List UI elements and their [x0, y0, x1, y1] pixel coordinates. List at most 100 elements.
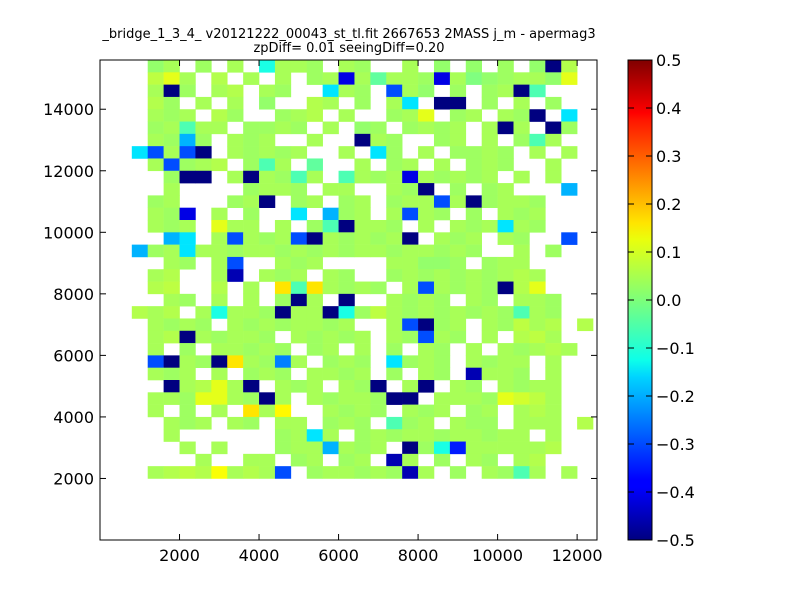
heatmap-cell — [497, 281, 514, 295]
heatmap-cell — [386, 429, 403, 442]
heatmap-cell — [179, 133, 196, 147]
heatmap-cell — [370, 404, 387, 418]
heatmap-cell — [481, 306, 498, 319]
chart-subtitle: zpDiff= 0.01 seeingDiff=0.20 — [253, 41, 444, 56]
heatmap-cell — [163, 96, 180, 110]
heatmap-cell — [386, 318, 403, 332]
heatmap-cell — [545, 416, 562, 430]
heatmap-cell — [529, 380, 546, 393]
heatmap-cell — [322, 441, 339, 455]
heatmap-cell — [545, 293, 562, 307]
heatmap-cell — [243, 330, 260, 344]
heatmap-cell — [274, 404, 292, 418]
heatmap-cell — [545, 96, 562, 110]
heatmap-cell — [163, 60, 180, 73]
heatmap-cell — [513, 293, 530, 307]
heatmap-cell — [147, 306, 164, 319]
heatmap-cell — [386, 256, 403, 270]
heatmap-cell — [513, 380, 530, 393]
heatmap-cell — [561, 343, 578, 356]
heatmap-cell — [147, 146, 164, 159]
heatmap-cell — [227, 466, 244, 479]
heatmap-cell — [290, 416, 308, 430]
heatmap-cell — [481, 256, 498, 270]
heatmap-cell — [529, 84, 546, 98]
heatmap-cell — [433, 367, 451, 381]
heatmap-cell — [497, 60, 514, 73]
heatmap-cell — [147, 404, 164, 418]
heatmap-cell — [465, 429, 482, 442]
heatmap-cell — [497, 466, 514, 479]
heatmap-cell — [274, 466, 292, 479]
heatmap-cell — [513, 343, 530, 356]
heatmap-cell — [306, 392, 323, 405]
heatmap-cell — [306, 256, 323, 270]
heatmap-cell — [290, 183, 308, 196]
heatmap-cell — [545, 330, 562, 344]
heatmap-cell — [354, 232, 371, 245]
heatmap-cell — [529, 220, 546, 233]
heatmap-cell — [433, 293, 451, 307]
heatmap-cell — [338, 183, 355, 196]
heatmap-cell — [243, 232, 260, 245]
heatmap-cell — [449, 466, 467, 479]
heatmap-cell — [131, 146, 149, 159]
heatmap-cell — [386, 416, 403, 430]
heatmap-cell — [402, 306, 419, 319]
heatmap-cell — [322, 84, 339, 98]
heatmap-cell — [259, 195, 276, 208]
heatmap-cell — [243, 380, 260, 393]
heatmap-cell — [306, 318, 323, 332]
heatmap-cell — [354, 96, 371, 110]
heatmap-cell — [179, 330, 196, 344]
heatmap-cell — [227, 306, 244, 319]
heatmap-cell — [529, 404, 546, 418]
heatmap-cell — [402, 109, 419, 122]
heatmap-cell — [274, 72, 292, 85]
heatmap-cell — [481, 146, 498, 159]
heatmap-cell — [465, 306, 482, 319]
heatmap-cell — [481, 84, 498, 98]
heatmap-cell — [433, 72, 451, 85]
heatmap-cell — [402, 330, 419, 344]
heatmap-cell — [370, 72, 387, 85]
heatmap-cell — [131, 306, 149, 319]
heatmap-cell — [290, 121, 308, 135]
heatmap-cell — [402, 60, 419, 73]
heatmap-cell — [147, 318, 164, 332]
heatmap-cell — [433, 453, 451, 467]
heatmap-cell — [338, 318, 355, 332]
heatmap-cell — [370, 133, 387, 147]
heatmap-cell — [227, 133, 244, 147]
heatmap-cell — [163, 109, 180, 122]
heatmap-cell — [322, 183, 339, 196]
heatmap-cell — [497, 109, 514, 122]
heatmap-cell — [497, 195, 514, 208]
heatmap-cell — [386, 84, 403, 98]
heatmap-cell — [259, 453, 276, 467]
heatmap-cell — [465, 60, 482, 73]
heatmap-cell — [163, 330, 180, 344]
heatmap-cell — [274, 109, 292, 122]
heatmap-cell — [354, 195, 371, 208]
heatmap-cell — [370, 306, 387, 319]
heatmap-cell — [147, 84, 164, 98]
heatmap-cell — [545, 121, 562, 135]
heatmap-cell — [306, 453, 323, 467]
heatmap-cell — [147, 343, 164, 356]
chart-title: _bridge_1_3_4_ v20121222_00043_st_tl.fit… — [101, 27, 595, 42]
heatmap-cell — [354, 380, 371, 393]
heatmap-cell — [195, 330, 212, 344]
heatmap-cell — [402, 195, 419, 208]
heatmap-cell — [386, 158, 403, 172]
heatmap-cell — [243, 404, 260, 418]
heatmap-cell — [306, 244, 323, 258]
heatmap-cell — [513, 318, 530, 332]
colorbar-tick-label: 0.4 — [656, 99, 681, 118]
heatmap-cell — [497, 183, 514, 196]
heatmap-cell — [306, 441, 323, 455]
heatmap-cell — [322, 96, 339, 110]
heatmap-cell — [386, 466, 403, 479]
heatmap-cell — [147, 355, 164, 368]
